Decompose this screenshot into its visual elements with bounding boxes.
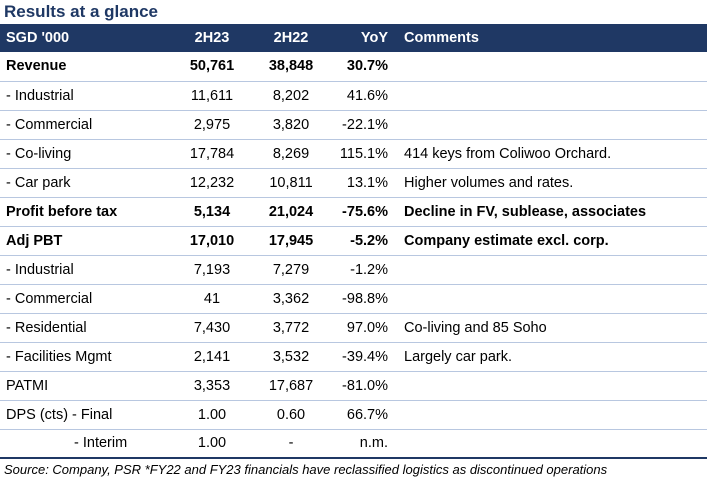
row-label: - Car park — [6, 174, 71, 191]
cell-yoy: -75.6% — [342, 203, 388, 220]
cell-2h23: 41 — [203, 290, 221, 307]
cell-2h22: 8,269 — [272, 145, 310, 162]
table-row: Revenue 50,761 38,848 30.7% — [0, 52, 707, 81]
row-label: - Co-living — [6, 145, 72, 162]
row-label: - Industrial — [6, 261, 74, 278]
cell-comment — [400, 110, 707, 139]
row-label: PATMI — [6, 377, 49, 394]
cell-2h22: 38,848 — [268, 58, 314, 75]
cell-comment: 414 keys from Coliwoo Orchard. — [404, 145, 612, 162]
cell-comment — [400, 255, 707, 284]
cell-2h23: 5,134 — [193, 203, 231, 220]
cell-comment: Higher volumes and rates. — [404, 174, 574, 191]
cell-2h22: 21,024 — [268, 203, 314, 220]
row-label: - Interim — [74, 435, 128, 452]
row-label: - Commercial — [6, 290, 93, 307]
table-body: Revenue 50,761 38,848 30.7% - Industrial 11,6… — [0, 52, 707, 458]
row-label: Revenue — [6, 58, 67, 75]
cell-yoy: 30.7% — [346, 58, 388, 75]
table-row: - Interim 1.00 - n.m. — [0, 429, 707, 458]
column-header-2h22: 2H22 — [273, 30, 309, 46]
cell-yoy: 13.1% — [346, 174, 388, 191]
results-table-container: SGD '000 2H23 2H22 YoY Comments Revenue 5… — [0, 24, 709, 459]
cell-yoy: -81.0% — [342, 377, 388, 394]
table-row: - Facilities Mgmt 2,141 3,532 -39.4% Largely… — [0, 342, 707, 371]
cell-2h22: 8,202 — [272, 87, 310, 104]
cell-2h22: 3,362 — [272, 290, 310, 307]
cell-comment — [400, 52, 707, 81]
cell-2h22: 3,772 — [272, 319, 310, 336]
cell-2h23: 7,430 — [193, 319, 231, 336]
cell-comment — [400, 81, 707, 110]
cell-2h22: 17,945 — [268, 232, 314, 249]
cell-2h23: 3,353 — [193, 377, 231, 394]
column-header-yoy: YoY — [360, 30, 388, 46]
table-row: - Car park 12,232 10,811 13.1% Higher volume… — [0, 168, 707, 197]
row-label: DPS (cts) - Final — [6, 406, 113, 423]
cell-comment — [400, 429, 707, 458]
row-label: - Industrial — [6, 87, 74, 104]
row-label: Profit before tax — [6, 203, 118, 220]
cell-2h22: 10,811 — [269, 174, 313, 191]
cell-comment — [400, 371, 707, 400]
cell-yoy: 97.0% — [346, 319, 388, 336]
column-header-label: SGD '000 — [6, 30, 70, 46]
table-row: - Residential 7,430 3,772 97.0% Co-living an… — [0, 313, 707, 342]
row-label: - Facilities Mgmt — [6, 348, 112, 365]
row-label: - Residential — [6, 319, 87, 336]
cell-yoy: -39.4% — [342, 348, 388, 365]
cell-2h22: 7,279 — [272, 261, 310, 278]
table-row: Profit before tax 5,134 21,024 -75.6% Declin… — [0, 197, 707, 226]
cell-yoy: n.m. — [359, 435, 388, 452]
cell-2h23: 2,141 — [193, 348, 231, 365]
table-title: Results at a glance — [4, 2, 159, 21]
cell-comment — [400, 400, 707, 429]
cell-comment: Co-living and 85 Soho — [404, 319, 547, 336]
cell-yoy: 41.6% — [346, 87, 388, 104]
cell-2h23: 50,761 — [189, 58, 235, 75]
row-label: - Commercial — [6, 116, 93, 133]
table-header-row: SGD '000 2H23 2H22 YoY Comments — [0, 24, 707, 52]
cell-comment: Largely car park. — [404, 348, 512, 365]
row-label: Adj PBT — [6, 232, 63, 249]
cell-comment: Decline in FV, sublease, associates — [404, 203, 647, 220]
cell-yoy: -1.2% — [350, 261, 388, 278]
table-row: - Industrial 7,193 7,279 -1.2% — [0, 255, 707, 284]
cell-2h22: 3,532 — [272, 348, 310, 365]
column-header-comments: Comments — [404, 30, 479, 46]
table-row: PATMI 3,353 17,687 -81.0% — [0, 371, 707, 400]
cell-2h23: 1.00 — [197, 435, 227, 452]
table-row: - Commercial 2,975 3,820 -22.1% — [0, 110, 707, 139]
source-note: Source: Company, PSR *FY22 and FY23 fina… — [4, 462, 608, 477]
cell-yoy: 115.1% — [339, 145, 388, 162]
cell-yoy: -5.2% — [350, 232, 388, 249]
cell-comment — [400, 284, 707, 313]
table-row: - Co-living 17,784 8,269 115.1% 414 keys fro… — [0, 139, 707, 168]
cell-yoy: -98.8% — [342, 290, 388, 307]
results-table: SGD '000 2H23 2H22 YoY Comments Revenue 5… — [0, 24, 707, 459]
cell-2h22: 3,820 — [272, 116, 310, 133]
cell-yoy: -22.1% — [342, 116, 388, 133]
cell-2h23: 2,975 — [193, 116, 231, 133]
cell-2h23: 1.00 — [197, 406, 227, 423]
table-row: - Industrial 11,611 8,202 41.6% — [0, 81, 707, 110]
cell-2h22: - — [288, 435, 294, 452]
cell-2h23: 11,611 — [190, 87, 234, 104]
column-header-2h23: 2H23 — [194, 30, 230, 46]
cell-2h23: 12,232 — [189, 174, 235, 191]
table-row: - Commercial 41 3,362 -98.8% — [0, 284, 707, 313]
table-row: DPS (cts) - Final 1.00 0.60 66.7% — [0, 400, 707, 429]
cell-2h23: 17,784 — [189, 145, 235, 162]
cell-2h23: 17,010 — [189, 232, 235, 249]
cell-2h22: 17,687 — [268, 377, 314, 394]
table-row: Adj PBT 17,010 17,945 -5.2% Company estimate… — [0, 226, 707, 255]
cell-2h22: 0.60 — [276, 406, 306, 423]
cell-comment: Company estimate excl. corp. — [404, 232, 609, 249]
cell-2h23: 7,193 — [193, 261, 231, 278]
cell-yoy: 66.7% — [346, 406, 388, 423]
